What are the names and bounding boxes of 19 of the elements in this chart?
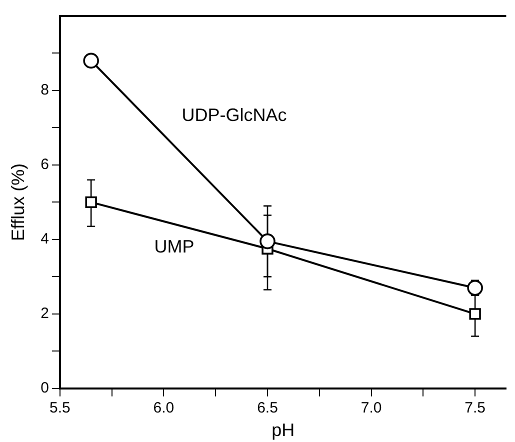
series-label: UDP-GlcNAc bbox=[182, 104, 287, 125]
point bbox=[85, 196, 97, 208]
point bbox=[83, 52, 99, 69]
x-axis-title: pH bbox=[272, 420, 295, 440]
x-tick-label: 5.5 bbox=[50, 400, 70, 417]
text: 6.0 bbox=[153, 400, 174, 417]
y-axis-title: Efflux (%) bbox=[8, 163, 28, 242]
x-tick-label: 7.5 bbox=[464, 400, 486, 417]
x-tick-label: 6.5 bbox=[257, 400, 278, 417]
x-tick-label: 7.0 bbox=[360, 400, 382, 417]
point bbox=[260, 233, 276, 250]
y-tick-label: 4 bbox=[40, 230, 49, 248]
point bbox=[469, 308, 481, 320]
y-tick-label: 0 bbox=[40, 380, 49, 397]
series-label: UMP bbox=[154, 236, 194, 256]
y-tick-label: 2 bbox=[40, 305, 49, 322]
y-tick-label: 6 bbox=[40, 156, 49, 174]
point bbox=[467, 280, 483, 296]
y-tick-label: 8 bbox=[40, 82, 49, 99]
